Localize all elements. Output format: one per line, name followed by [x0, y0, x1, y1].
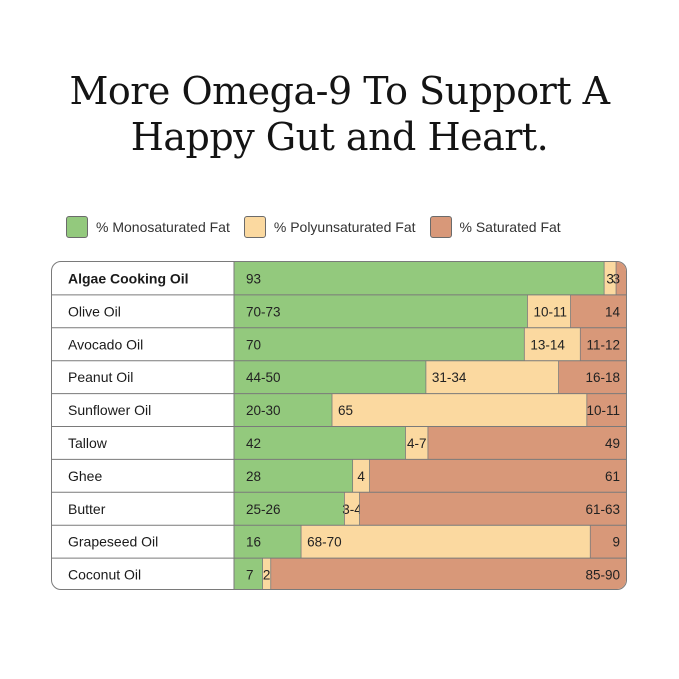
legend: % Monosaturated Fat % Polyunsaturated Fa…	[66, 216, 575, 238]
bar-poly-9	[262, 558, 271, 589]
bar-sat-3	[558, 360, 626, 394]
category-label-5: Tallow	[68, 435, 108, 451]
bar-mono-9	[234, 558, 263, 589]
bar-sat-1	[570, 294, 626, 328]
bar-mono-2	[234, 327, 525, 361]
bar-poly-8	[301, 525, 591, 559]
value-label-mono-3: 44-50	[246, 370, 281, 385]
value-label-sat-9: 85-90	[585, 568, 620, 583]
bar-mono-0	[234, 262, 605, 295]
value-label-mono-5: 42	[246, 436, 261, 451]
value-label-sat-8: 9	[612, 535, 620, 550]
category-label-7: Butter	[68, 501, 106, 517]
legend-item-mono: % Monosaturated Fat	[66, 216, 230, 238]
value-label-poly-1: 10-11	[533, 304, 567, 319]
value-label-sat-4: 10-11	[586, 403, 620, 418]
value-label-poly-3: 31-34	[432, 370, 467, 385]
value-label-sat-5: 49	[605, 436, 620, 451]
value-label-poly-9: 2	[263, 568, 271, 583]
bar-poly-4	[332, 393, 587, 427]
value-label-sat-6: 61	[605, 469, 620, 484]
value-label-mono-6: 28	[246, 469, 261, 484]
value-label-mono-1: 70-73	[246, 304, 281, 319]
title-line-2: Happy Gut and Heart.	[130, 115, 549, 159]
category-label-9: Coconut Oil	[68, 567, 141, 583]
category-label-8: Grapeseed Oil	[68, 534, 158, 550]
bar-sat-8	[590, 525, 626, 559]
value-label-sat-7: 61-63	[585, 502, 620, 517]
value-label-sat-3: 16-18	[585, 370, 620, 385]
bar-mono-1	[234, 294, 528, 328]
value-label-poly-6: 4	[357, 469, 365, 484]
value-label-mono-0: 93	[246, 271, 261, 286]
value-label-sat-2: 11-12	[586, 337, 620, 352]
value-label-poly-0: 3	[606, 271, 614, 286]
value-label-poly-2: 13-14	[530, 337, 565, 352]
bar-sat-6	[369, 459, 626, 493]
bar-poly-3	[425, 360, 559, 394]
category-label-3: Peanut Oil	[68, 369, 133, 385]
value-label-poly-7: 3-4	[342, 502, 362, 517]
value-label-sat-1: 14	[605, 304, 621, 319]
value-label-mono-4: 20-30	[246, 403, 281, 418]
legend-swatch-poly	[243, 216, 266, 238]
bar-poly-5	[405, 426, 428, 460]
bar-poly-6	[352, 459, 370, 493]
value-label-poly-5: 4-7	[407, 436, 427, 451]
chart-title: More Omega-9 To Support A Happy Gut and …	[0, 68, 679, 160]
bar-poly-7	[344, 492, 360, 526]
value-label-poly-8: 68-70	[307, 535, 342, 550]
legend-label-poly: % Polyunsaturated Fat	[273, 219, 416, 235]
category-label-0: Algae Cooking Oil	[68, 270, 189, 286]
bar-mono-8	[234, 525, 302, 559]
bar-mono-5	[234, 426, 406, 460]
legend-label-mono: % Monosaturated Fat	[96, 219, 230, 235]
bar-sat-9	[270, 558, 626, 589]
category-label-1: Olive Oil	[68, 303, 121, 319]
bar-mono-4	[234, 393, 333, 427]
legend-swatch-sat	[429, 216, 452, 238]
bar-poly-0	[604, 262, 617, 295]
bar-sat-7	[359, 492, 626, 526]
legend-swatch-mono	[66, 216, 88, 238]
bar-poly-2	[524, 327, 581, 361]
category-label-2: Avocado Oil	[68, 336, 143, 352]
value-label-mono-9: 7	[246, 568, 254, 583]
category-label-6: Ghee	[68, 468, 102, 484]
category-label-4: Sunflower Oil	[68, 402, 151, 418]
legend-label-sat: % Saturated Fat	[459, 219, 561, 235]
bar-sat-5	[427, 426, 626, 460]
bar-mono-6	[234, 459, 353, 493]
value-label-poly-4: 65	[338, 403, 353, 418]
legend-item-sat: % Saturated Fat	[429, 216, 561, 238]
bar-sat-4	[586, 393, 626, 427]
legend-item-poly: % Polyunsaturated Fat	[243, 216, 416, 238]
bar-poly-1	[527, 294, 571, 328]
bar-mono-3	[234, 360, 426, 394]
bar-mono-7	[234, 492, 345, 526]
value-label-mono-8: 16	[246, 535, 261, 550]
title-line-1: More Omega-9 To Support A	[69, 69, 610, 113]
value-label-mono-7: 25-26	[246, 502, 281, 517]
bar-sat-2	[580, 327, 626, 361]
bar-sat-0	[616, 262, 626, 295]
value-label-mono-2: 70	[246, 337, 261, 352]
